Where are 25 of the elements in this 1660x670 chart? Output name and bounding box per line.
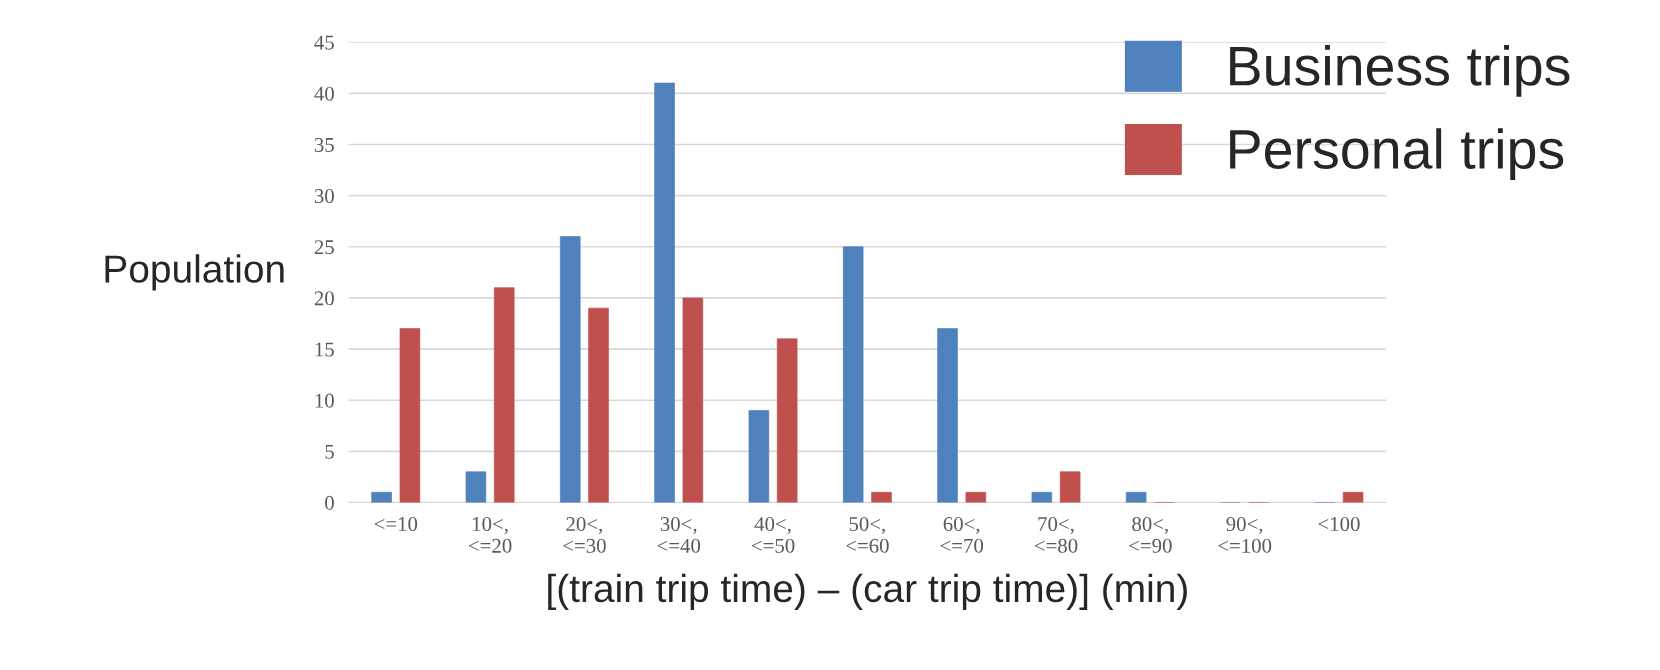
x-axis-title: [(train trip time) – (car trip time)] (min): [548, 573, 1187, 610]
x-tick-label: 70<, <=80: [1034, 516, 1078, 553]
y-tick-label: 25: [314, 240, 334, 255]
y-tick-label: 45: [314, 35, 334, 50]
y-tick-label: 10: [315, 393, 334, 408]
x-tick-label: 90<, <=100: [1218, 516, 1272, 553]
x-tick-label: 50<, <=60: [846, 516, 889, 553]
x-tick-label: 40<, <=50: [751, 516, 795, 553]
y-tick-label: 35: [314, 137, 334, 152]
legend-label: Business trips: [1230, 45, 1570, 97]
y-tick-label: 40: [314, 86, 334, 101]
x-tick-label: 30<, <=40: [657, 516, 701, 553]
y-tick-label: 15: [315, 342, 334, 357]
y-tick-label: 20: [314, 291, 334, 306]
y-axis-title: Population: [105, 254, 284, 291]
x-tick-label: <100: [1318, 516, 1360, 532]
x-tick-label: 80<, <=90: [1129, 516, 1172, 553]
y-tick-label: 30: [314, 189, 334, 204]
x-tick-label: <=10: [374, 516, 418, 532]
y-tick-label: 5: [325, 444, 334, 459]
x-tick-label: 10<, <=20: [468, 516, 512, 553]
x-tick-label: 60<, <=70: [940, 516, 984, 553]
x-tick-label: 20<, <=30: [563, 516, 606, 553]
legend-label: Personal trips: [1230, 128, 1564, 181]
y-tick-label: 0: [325, 495, 334, 510]
